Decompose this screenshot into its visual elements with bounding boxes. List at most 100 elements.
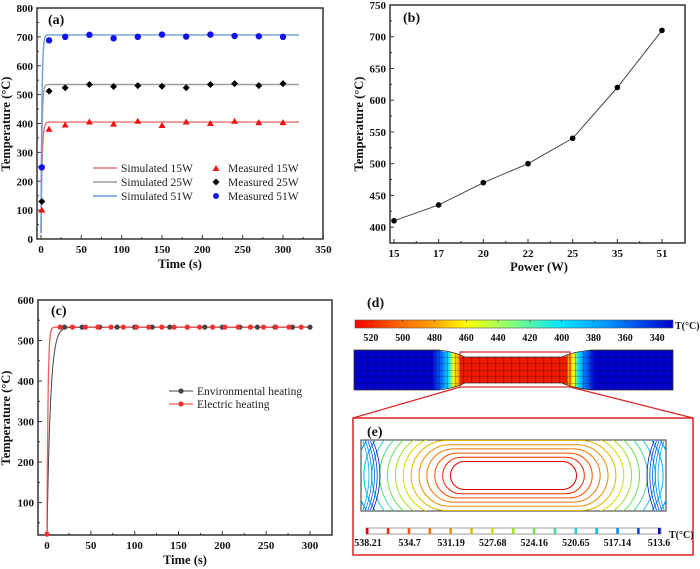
- y-tick-label: 700: [17, 32, 34, 44]
- legend-marker-triangle: [212, 165, 220, 171]
- y-tick-label: 100: [18, 498, 35, 510]
- colorbar-level-swatch: [595, 528, 598, 534]
- x-tick-label: 25: [567, 248, 579, 260]
- data-point-measured-15w: [158, 122, 166, 129]
- colorbar-tick-label: 520: [363, 333, 378, 344]
- contour-line: [362, 440, 370, 511]
- y-axis-title: Temperature (°C): [0, 371, 13, 466]
- data-point-measured-15w: [134, 117, 142, 124]
- y-tick-label: 300: [18, 417, 35, 429]
- y-tick-label: 450: [370, 190, 387, 202]
- data-point-measured-15w: [38, 206, 46, 213]
- data-point: [525, 160, 531, 167]
- y-tick-label: 800: [17, 3, 34, 15]
- data-point-electric: [57, 324, 63, 330]
- contour-line: [652, 440, 660, 511]
- mesh-grid: [353, 349, 674, 391]
- data-point-electric: [196, 324, 203, 330]
- colorbar-tick-label: 527.68: [479, 538, 507, 549]
- data-point-electric: [95, 324, 101, 330]
- colorbar-tick-label: 460: [459, 333, 474, 344]
- data-point-measured-15w: [255, 119, 263, 126]
- y-tick-label: 500: [17, 90, 34, 102]
- colorbar-level-swatch: [658, 528, 661, 534]
- data-point-measured-25w: [182, 84, 190, 92]
- legend: Environmental heating Electric heating: [169, 386, 302, 411]
- data-point-measured-25w: [38, 197, 46, 205]
- data-point-electric: [171, 324, 177, 330]
- colorbar-tick-label: 520.65: [562, 538, 590, 549]
- data-point-electric: [120, 324, 126, 330]
- colorbar-tick-label: 538.21: [354, 538, 382, 549]
- legend-label: Measured 51W: [228, 191, 299, 203]
- series-line-simulated-25w: [40, 83, 300, 234]
- y-tick-label: 0: [28, 234, 34, 246]
- data-point-measured-25w: [279, 80, 287, 88]
- panel-e-contour-detail: (e) 538.21 534.7 531.19 527.68 524.16 520.65 5…: [352, 417, 694, 556]
- data-point-measured-15w: [110, 120, 118, 127]
- data-point-measured-51w: [38, 164, 46, 171]
- data-point-environmental: [202, 324, 208, 330]
- data-point-electric: [286, 324, 292, 330]
- legend-label: Environmental heating: [197, 386, 302, 398]
- legend: Simulated 15W Simulated 25W Simulated 51…: [93, 163, 299, 203]
- contour-line: [365, 440, 373, 511]
- data-point-electric: [108, 324, 114, 330]
- x-tick-label: 0: [44, 540, 50, 552]
- legend-label: Simulated 25W: [121, 177, 193, 189]
- x-tick-label: 250: [258, 540, 275, 552]
- colorbar-level-swatch: [386, 528, 390, 534]
- y-tick-label: 500: [18, 336, 35, 348]
- x-tick-label: 0: [38, 244, 44, 256]
- data-point-measured-25w: [61, 84, 69, 92]
- data-point-measured-25w: [134, 82, 142, 90]
- x-tick-label: 20: [478, 248, 490, 260]
- colorbar-tick-label: 420: [522, 333, 537, 344]
- data-point-measured-51w: [255, 33, 262, 40]
- y-axis-title: Temperature (°C): [0, 77, 13, 172]
- y-tick-label: 100: [17, 205, 34, 217]
- data-point-electric: [69, 324, 76, 330]
- data-point-electric: [273, 324, 279, 330]
- data-point-measured-51w: [279, 33, 287, 41]
- contour-line: [418, 444, 609, 507]
- x-tick-label: 22: [523, 248, 535, 260]
- x-tick-label: 15: [389, 248, 401, 260]
- panel-c-heating-comparison: 0 50 100 150 200 250 300 100 200 300 400 500 600 (c)…: [0, 295, 333, 567]
- data-point: [614, 84, 621, 91]
- zoom-connector-left: [352, 386, 461, 419]
- colorbar: [354, 319, 674, 329]
- x-axis-title: Time (s): [163, 553, 207, 567]
- x-tick-label: 150: [154, 244, 171, 256]
- x-tick-label: 300: [275, 244, 292, 256]
- contour-line: [450, 461, 577, 490]
- data-point-environmental: [307, 324, 313, 330]
- series-line: [393, 30, 663, 222]
- colorbar-tick-label: 531.19: [437, 538, 465, 549]
- zoom-region-box: [459, 351, 571, 388]
- specimen-mesh: [352, 349, 694, 419]
- data-point-environmental: [167, 324, 173, 330]
- y-tick-label: 500: [370, 159, 387, 171]
- x-tick-label: 50: [85, 540, 97, 552]
- contour-line: [394, 440, 633, 511]
- contour-line: [402, 440, 625, 511]
- data-point-environmental: [114, 324, 120, 330]
- plot-frame: [36, 7, 324, 240]
- colorbar-tick-label: 360: [618, 333, 633, 344]
- plot-frame: [37, 299, 333, 536]
- contour-lines: [361, 440, 666, 511]
- contour-line: [426, 448, 601, 503]
- contour-line: [654, 440, 662, 511]
- data-point-measured-15w: [279, 119, 287, 126]
- data-point-measured-51w: [183, 33, 190, 40]
- legend-label: Measured 25W: [228, 177, 299, 189]
- data-point-measured-15w: [61, 121, 69, 128]
- colorbar-tick-label: 513.6: [648, 538, 671, 549]
- contour-line: [434, 452, 593, 499]
- colorbar-level-swatch: [553, 528, 557, 534]
- series-line-electric-heating: [46, 326, 310, 536]
- colorbar-tick-label: 517.14: [604, 538, 632, 549]
- colorbar-tick-label: 524.16: [521, 538, 549, 549]
- legend-label: Electric heating: [197, 399, 270, 411]
